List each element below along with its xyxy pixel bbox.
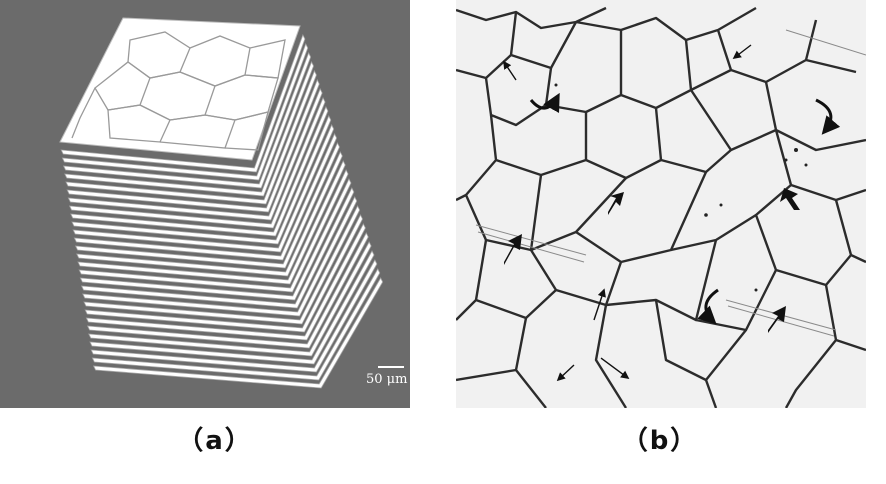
scale-bar-label: 50 μm [366, 372, 408, 387]
slice-15 [77, 160, 346, 285]
slice-12 [73, 133, 338, 261]
dark-particles [554, 83, 808, 292]
grain-boundaries [456, 6, 866, 408]
slice-3 [62, 52, 312, 189]
slice-11 [72, 124, 335, 253]
slice-26 [90, 259, 378, 373]
slice-14 [76, 151, 343, 277]
slice-6 [66, 79, 320, 213]
slice-13 [74, 142, 340, 269]
caption-b: （b） [621, 426, 699, 456]
slice-27 [91, 268, 381, 381]
curved-arrows [529, 92, 841, 325]
slice-8 [68, 97, 326, 229]
slice-10 [71, 115, 332, 245]
slice-5 [65, 70, 317, 205]
slice-19 [82, 196, 358, 317]
slice-4 [64, 61, 314, 197]
slice-2 [61, 42, 309, 181]
stack-figure [59, 17, 384, 389]
slice-24 [88, 241, 372, 357]
panel-a-3d-stack: 50 μm [0, 0, 410, 408]
slice-7 [67, 88, 323, 221]
slice-16 [78, 169, 349, 293]
top-slice-grain-network [59, 17, 301, 161]
panel-b-micrograph [456, 0, 866, 408]
slice-21 [84, 214, 363, 333]
micrograph-figure [456, 0, 866, 408]
slice-25 [89, 250, 375, 365]
thick-arrows [504, 188, 800, 333]
slice-22 [85, 223, 366, 341]
serial-slices [60, 33, 384, 389]
caption-a: （a） [177, 426, 253, 456]
scale-bar [378, 366, 404, 368]
slice-1 [60, 33, 306, 173]
slice-28 [92, 277, 384, 389]
slice-17 [79, 178, 352, 301]
thin-arrows [503, 44, 752, 382]
slice-9 [70, 106, 329, 237]
slice-23 [86, 232, 369, 349]
slice-20 [83, 205, 361, 325]
slice-18 [80, 187, 355, 309]
